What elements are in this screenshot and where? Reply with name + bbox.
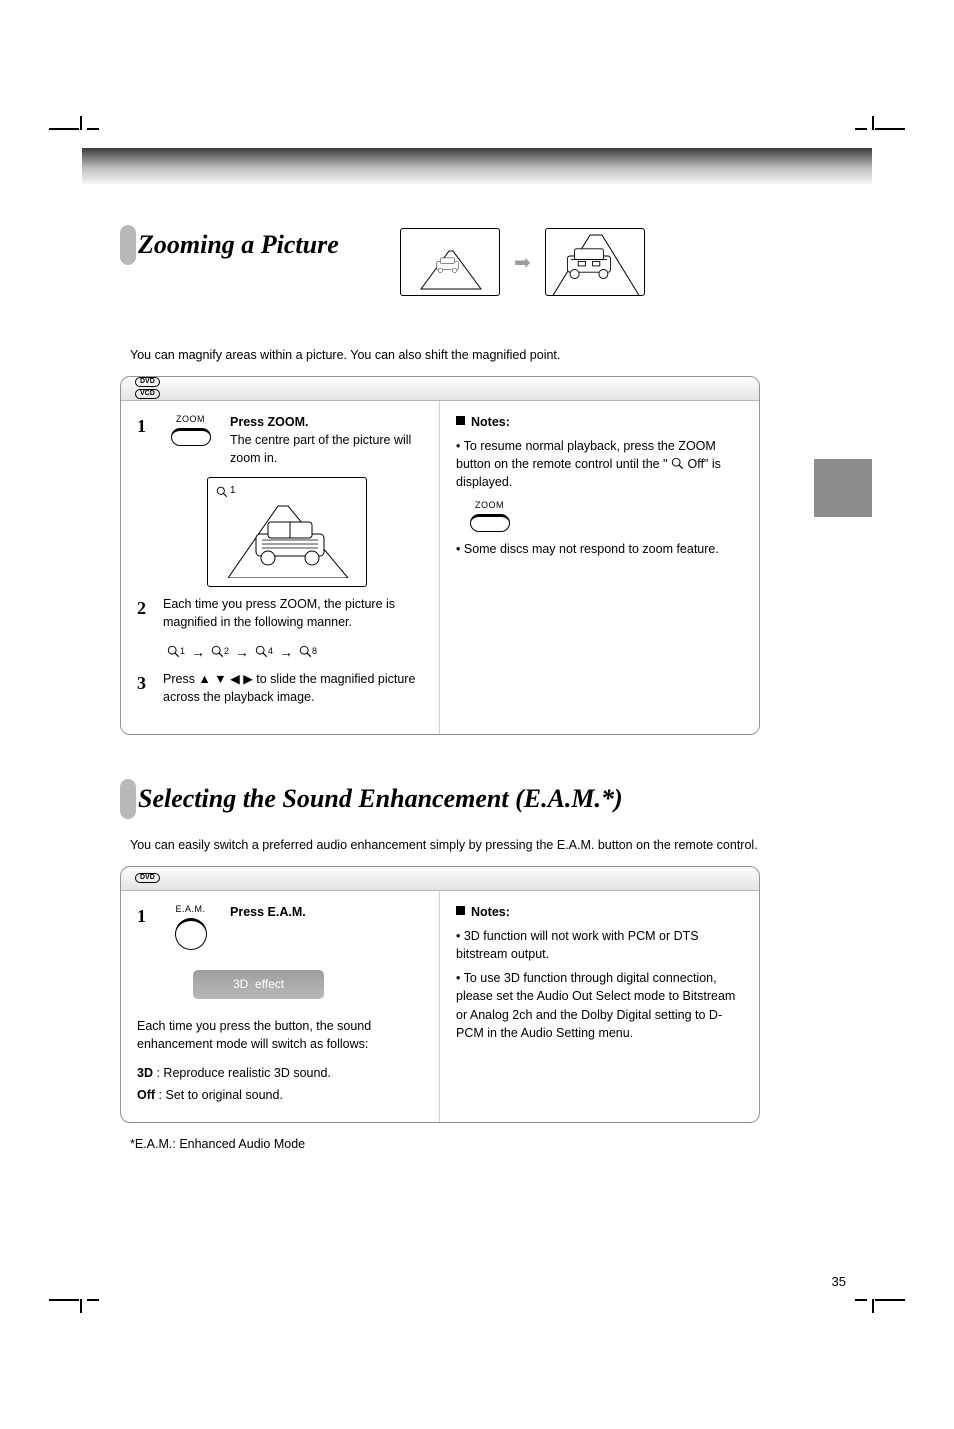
magnifier-icon [671, 457, 684, 470]
disc-label-vcd: VCD [135, 389, 160, 399]
notes-heading: Notes: [471, 905, 510, 919]
zoom-left-column: 1 ZOOM Press ZOOM. The centre part of th… [121, 401, 440, 734]
step-number: 1 [137, 903, 151, 929]
eam-opt-3d-desc: : Reproduce realistic 3D sound. [156, 1066, 330, 1080]
eam-right-column: Notes: • 3D function will not work with … [440, 891, 759, 1122]
header-banner [82, 148, 872, 184]
eam-panel-header: DVD [121, 867, 759, 891]
step3-text: Press ▲ ▼ ◀ ▶ to slide the magnified pic… [163, 670, 423, 706]
eam-section-heading: Selecting the Sound Enhancement (E.A.M.*… [120, 779, 760, 819]
heading-bullet [120, 779, 136, 819]
eam-options-lead: Each time you press the button, the soun… [137, 1017, 423, 1053]
crop-mark [875, 1299, 905, 1301]
zoom-remote-button: ZOOM [163, 413, 218, 446]
disc-label-dvd: DVD [135, 873, 160, 883]
crop-mark [855, 128, 867, 130]
crop-mark [80, 116, 82, 130]
crop-mark [49, 128, 79, 130]
tv-zoom-indicator: 1 [216, 484, 236, 499]
circle-button-icon [175, 918, 207, 950]
magnification-sequence: 1 → 2 → 4 → 8 [167, 642, 423, 662]
crop-mark [855, 1299, 867, 1301]
eam-button-label: E.A.M. [175, 903, 205, 916]
step-number: 1 [137, 413, 151, 439]
disc-label-dvd: DVD [135, 377, 160, 387]
zoom-button-label: ZOOM [475, 499, 504, 512]
zoom-panel: DVD VCD 1 ZOOM Press ZOOM. The centre [120, 376, 760, 735]
step2-text: Each time you press ZOOM, the picture is… [163, 595, 423, 631]
eam-left-column: 1 E.A.M. Press E.A.M. 3D effect Each tim… [121, 891, 440, 1122]
eam-step-heading: Press E.A.M. [230, 905, 306, 919]
zoom-title: Zooming a Picture [138, 230, 339, 260]
car-illustration [228, 498, 358, 578]
page-number: 35 [832, 1274, 846, 1289]
zoom-intro-text: You can magnify areas within a picture. … [130, 347, 760, 364]
crop-mark [49, 1299, 79, 1301]
pill-button-icon [470, 514, 510, 532]
eam-opt-3d-label: 3D [137, 1066, 153, 1080]
step-number: 3 [137, 670, 151, 696]
eam-note1: 3D function will not work with PCM or DT… [456, 929, 699, 961]
zoom-remote-button: ZOOM [462, 499, 517, 532]
eam-panel: DVD 1 E.A.M. Press E.A.M. 3D effect Each… [120, 866, 760, 1123]
zoom-button-label: ZOOM [176, 413, 205, 426]
crop-mark [872, 1299, 874, 1313]
notes-heading: Notes: [471, 415, 510, 429]
square-bullet-icon [456, 906, 465, 915]
zoom-section-heading: Zooming a Picture [120, 225, 760, 265]
zoom-right-column: Notes: • To resume normal playback, pres… [440, 401, 759, 734]
zoom-panel-header: DVD VCD [121, 377, 759, 401]
crop-mark [875, 128, 905, 130]
crop-mark [872, 116, 874, 130]
eam-opt-off-label: Off [137, 1088, 155, 1102]
eam-footnote: *E.A.M.: Enhanced Audio Mode [130, 1137, 760, 1151]
eam-opt-off-desc: : Set to original sound. [159, 1088, 283, 1102]
step1-caption: The centre part of the picture will zoom… [230, 433, 411, 465]
eam-intro-text: You can easily switch a preferred audio … [130, 837, 760, 854]
crop-mark [80, 1299, 82, 1313]
side-index-tab [814, 459, 872, 517]
square-bullet-icon [456, 416, 465, 425]
pill-button-icon [171, 428, 211, 446]
eam-note2: To use 3D function through digital conne… [456, 971, 735, 1039]
eam-remote-button: E.A.M. [163, 903, 218, 950]
eam-title: Selecting the Sound Enhancement (E.A.M.*… [138, 784, 623, 814]
crop-mark [87, 1299, 99, 1301]
step-number: 2 [137, 595, 151, 621]
eam-effect-banner: 3D effect [193, 970, 324, 999]
crop-mark [87, 128, 99, 130]
step1-heading: Press ZOOM. [230, 415, 309, 429]
tv-preview-frame: 1 [207, 477, 367, 587]
heading-bullet [120, 225, 136, 265]
zoom-note2: Some discs may not respond to zoom featu… [464, 542, 719, 556]
